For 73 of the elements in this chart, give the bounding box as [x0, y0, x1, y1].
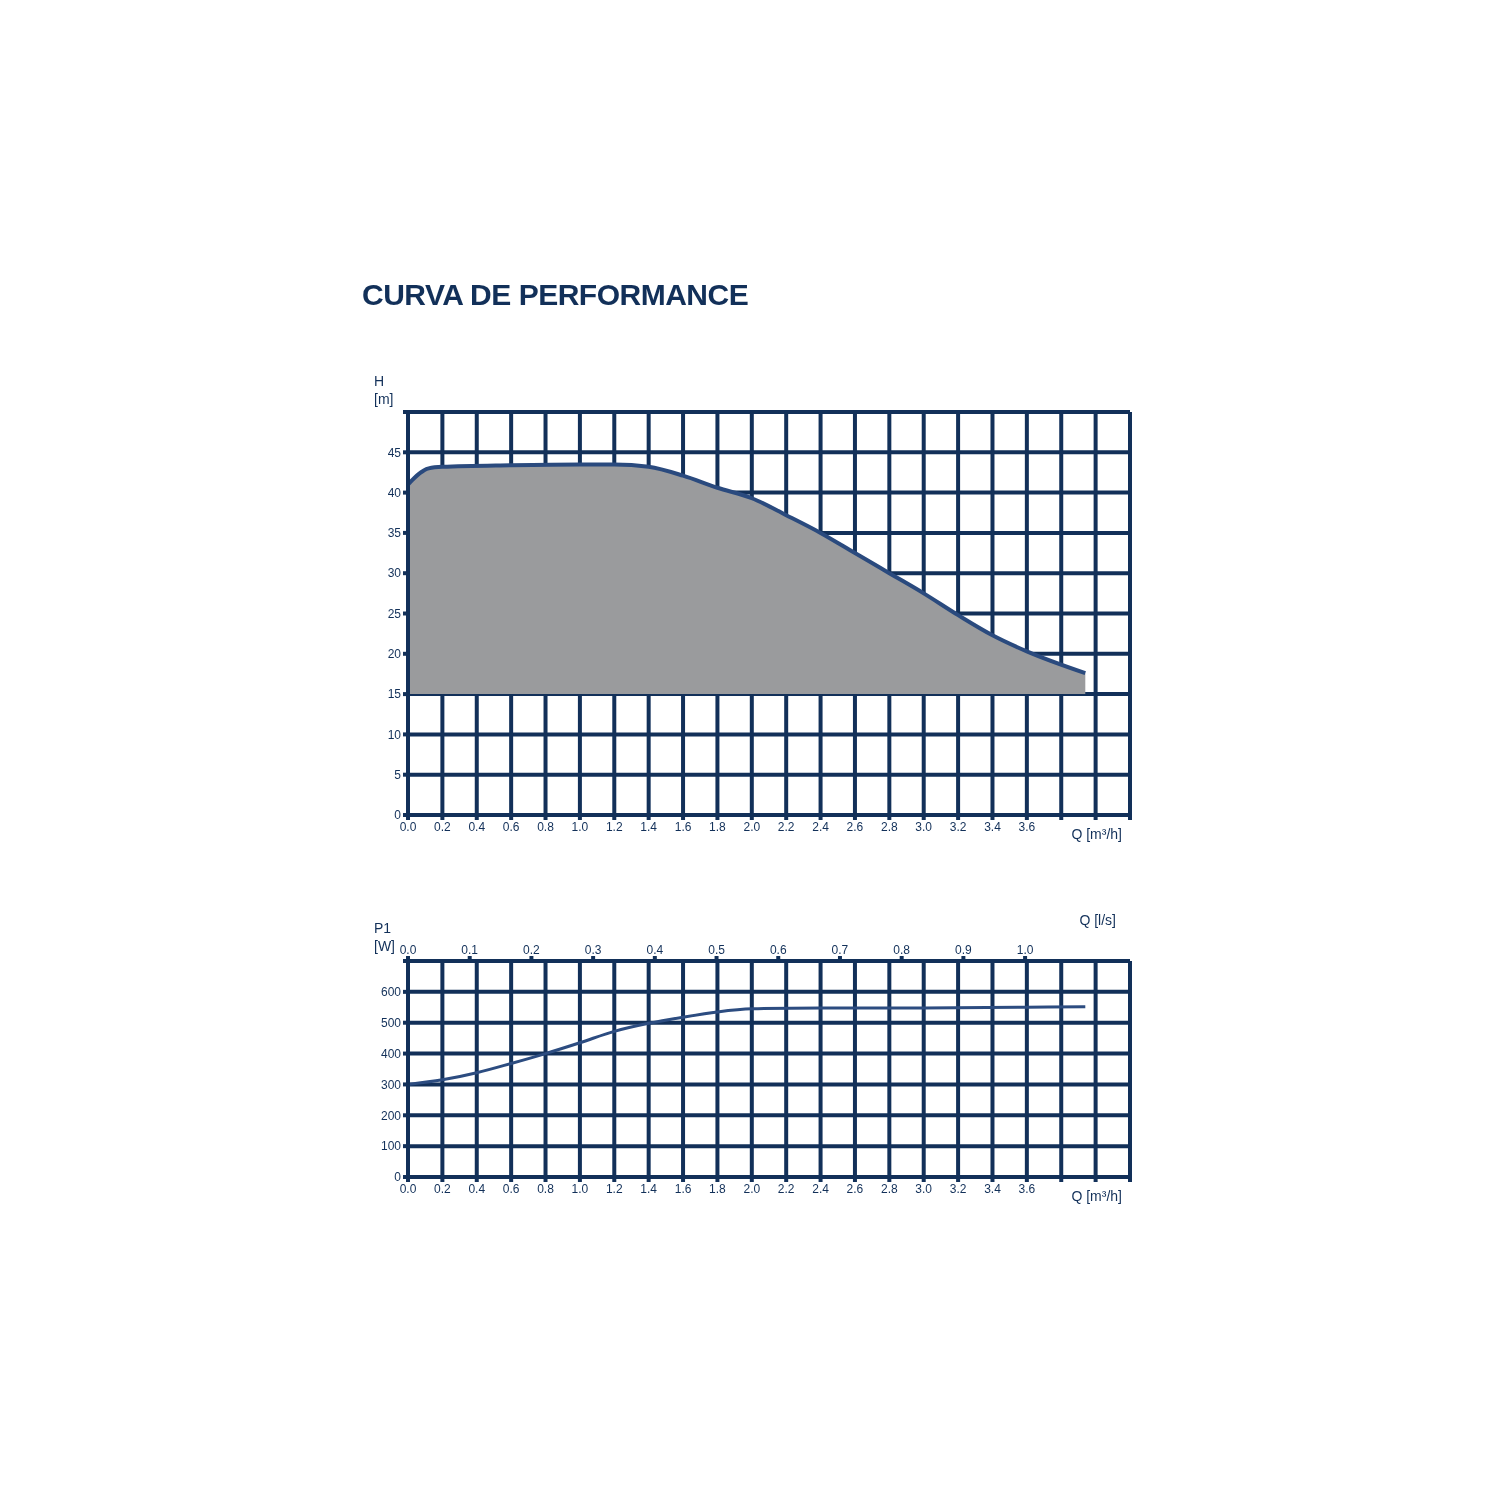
x-tick-label: 1.0	[571, 1181, 589, 1196]
x-tick-label: 2.4	[812, 819, 830, 834]
y-tick-label: 0	[394, 808, 402, 823]
x-tick-label: 1.6	[674, 819, 692, 834]
y-tick-label: 25	[387, 606, 402, 621]
x-tick-label: 0.8	[537, 1181, 555, 1196]
y-axis-title: P1 [W]	[374, 920, 395, 954]
x-tick-label: 0.6	[502, 1181, 520, 1196]
x-tick-label: 1.8	[709, 819, 727, 834]
x-axis-title: Q [m³/h]	[1071, 1187, 1122, 1204]
x-tick-label: 3.6	[1018, 819, 1036, 834]
x-tick-label: 1.2	[605, 819, 623, 834]
x-tick-label: 0.2	[434, 1181, 452, 1196]
x-tick-label: 2.0	[743, 819, 761, 834]
y-tick-label: 100	[380, 1139, 402, 1154]
x-tick-label: 1.2	[605, 1181, 623, 1196]
y-tick-label: 200	[380, 1108, 402, 1123]
line-series	[408, 1005, 1087, 1086]
x-tick-label: 2.2	[777, 819, 795, 834]
y-tick-label: 35	[387, 526, 402, 541]
x-tick-label: 2.6	[846, 1181, 864, 1196]
x-tick-label: 0.2	[434, 819, 452, 834]
x-tick-label: 0.0	[399, 1181, 417, 1196]
y-tick-label: 45	[387, 445, 402, 460]
y-tick-label: 20	[387, 647, 402, 662]
x2-tick-label: 0.6	[769, 943, 787, 957]
x2-tick-label: 0.2	[523, 943, 541, 957]
x-tick-label: 1.4	[640, 1181, 658, 1196]
x2-tick-label: 0.9	[955, 943, 973, 957]
x-tick-label: 0.4	[468, 819, 486, 834]
x-tick-label: 1.8	[709, 1181, 727, 1196]
x2-tick-label: 1.0	[1016, 943, 1034, 957]
x2-tick-label: 0.1	[461, 943, 479, 957]
y-tick-label: 5	[394, 767, 402, 782]
x-tick-label: 3.4	[984, 819, 1002, 834]
x-tick-label: 0.4	[468, 1181, 486, 1196]
x2-tick-label: 0.5	[708, 943, 726, 957]
y-tick-label: 500	[380, 1015, 402, 1030]
x-tick-label: 2.4	[812, 1181, 830, 1196]
x-tick-label: 3.2	[949, 1181, 967, 1196]
y-tick-label: 300	[380, 1077, 402, 1092]
x-axis-title: Q [m³/h]	[1071, 825, 1122, 842]
x-tick-label: 0.0	[399, 819, 417, 834]
x-tick-label: 0.8	[537, 819, 555, 834]
y-tick-label: 10	[387, 727, 402, 742]
y-tick-label: 0	[394, 1170, 402, 1185]
x2-tick-label: 0.7	[831, 943, 849, 957]
y-tick-label: 15	[387, 687, 402, 702]
y-axis-title: H [m]	[374, 372, 395, 408]
chart-title: CURVA DE PERFORMANCE	[362, 278, 750, 312]
x-tick-label: 3.0	[915, 819, 933, 834]
x-tick-label: 1.0	[571, 819, 589, 834]
x2-tick-label: 0.3	[584, 943, 602, 957]
x-tick-label: 3.0	[915, 1181, 933, 1196]
y-tick-label: 40	[387, 485, 402, 500]
x-tick-label: 0.6	[502, 819, 520, 834]
x2-tick-label: 0.8	[893, 943, 911, 957]
x-tick-label: 1.4	[640, 819, 658, 834]
x-tick-label: 2.6	[846, 819, 864, 834]
x-tick-label: 1.6	[674, 1181, 692, 1196]
x-tick-label: 3.2	[949, 819, 967, 834]
x-tick-label: 2.0	[743, 1181, 761, 1196]
y-tick-label: 600	[380, 985, 402, 1000]
x2-tick-label: 0.4	[646, 943, 664, 957]
x-tick-label: 3.4	[984, 1181, 1002, 1196]
x2-axis-title: Q [l/s]	[1079, 911, 1116, 928]
x-tick-label: 3.6	[1018, 1181, 1036, 1196]
x-tick-label: 2.2	[777, 1181, 795, 1196]
x-tick-label: 2.8	[880, 1181, 898, 1196]
y-tick-label: 30	[387, 566, 402, 581]
x2-tick-label: 0.0	[399, 943, 417, 957]
y-tick-label: 400	[380, 1046, 402, 1061]
x-tick-label: 2.8	[880, 819, 898, 834]
